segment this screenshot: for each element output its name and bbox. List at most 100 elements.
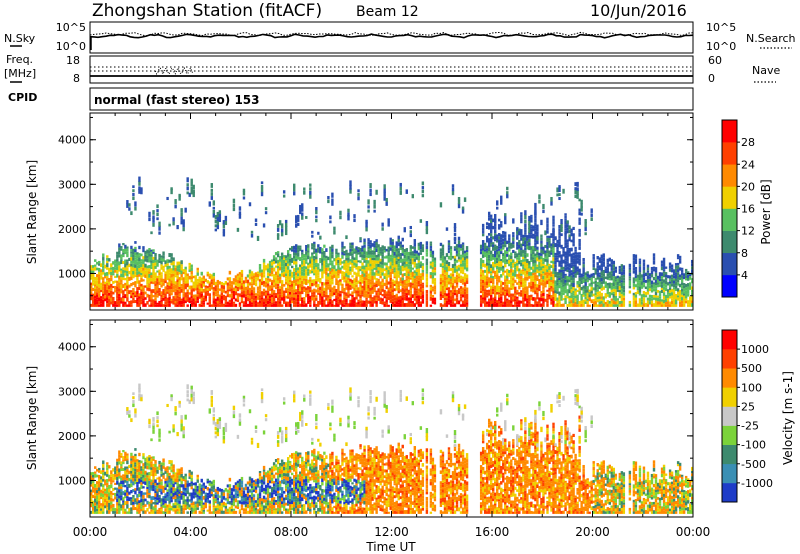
power-cell (494, 270, 497, 275)
power-cell (532, 266, 535, 270)
power-cell (136, 254, 139, 259)
power-cell (481, 283, 485, 286)
power-cell (140, 291, 143, 296)
power-cell (218, 288, 222, 291)
power-cell (98, 283, 101, 288)
power-cell (592, 275, 595, 279)
power-cell (536, 266, 539, 270)
power-cell (504, 301, 507, 305)
power-cell (568, 234, 571, 238)
velocity-cell (112, 503, 115, 508)
power-cell (160, 274, 163, 279)
power-cell (411, 283, 415, 286)
power-cell (238, 283, 242, 287)
power-cell (132, 185, 135, 189)
velocity-cell (118, 475, 121, 479)
power-cell (443, 276, 447, 281)
power-cell (345, 286, 348, 290)
power-cell (393, 251, 396, 256)
power-cell (542, 263, 545, 266)
power-cell (584, 285, 587, 290)
power-cell (118, 254, 121, 258)
power-cell (441, 270, 445, 274)
power-cell (572, 274, 575, 278)
power-cell (463, 289, 467, 292)
power-cell (636, 303, 640, 307)
power-cell (301, 254, 304, 259)
power-cell (309, 289, 312, 293)
power-cell (554, 286, 557, 291)
power-cell (345, 280, 348, 284)
power-cell (282, 269, 286, 272)
power-cell (459, 275, 463, 280)
power-cell (276, 227, 280, 232)
power-cell (347, 257, 350, 261)
power-cell (216, 300, 220, 304)
power-cell (212, 298, 216, 301)
power-cell (270, 285, 274, 289)
power-cell (327, 281, 330, 285)
power-cell (214, 294, 218, 297)
power-cell (608, 263, 611, 267)
power-cell (212, 289, 216, 292)
power-cell (628, 280, 632, 284)
power-cell (222, 298, 226, 301)
power-cell (552, 257, 555, 262)
power-cell (674, 297, 678, 300)
power-cell (538, 282, 541, 285)
power-cell (335, 274, 338, 279)
power-cell (632, 297, 636, 301)
power-cell (154, 275, 157, 279)
power-cell (506, 303, 509, 307)
power-cell (144, 270, 147, 275)
power-cell (429, 241, 433, 244)
power-cell (174, 288, 177, 292)
velocity-cell (100, 496, 103, 500)
power-cell (660, 260, 664, 264)
power-cell (222, 223, 226, 229)
power-cell (305, 216, 308, 219)
power-cell (313, 294, 316, 298)
power-cell (652, 266, 656, 269)
power-cell (295, 244, 298, 248)
power-cell (284, 281, 288, 285)
power-cell (280, 272, 284, 277)
power-cell (295, 258, 298, 262)
power-cell (268, 263, 272, 268)
power-cell (230, 298, 234, 302)
power-cell (538, 270, 541, 273)
power-cell (301, 299, 304, 304)
power-cell (536, 249, 539, 252)
power-cell (540, 262, 543, 267)
power-cell (540, 279, 543, 283)
power-cell (520, 250, 523, 254)
power-cell (672, 302, 676, 307)
power-cell (500, 251, 503, 255)
power-cell (463, 301, 467, 305)
power-cell (266, 266, 270, 269)
power-cell (449, 278, 453, 282)
power-cell (172, 217, 175, 222)
power-cell (214, 285, 218, 288)
power-cell (556, 275, 559, 279)
power-cell (650, 304, 654, 307)
power-cell (343, 304, 346, 307)
power-cell (500, 280, 503, 285)
power-cell (403, 285, 406, 290)
power-cell (162, 258, 165, 262)
power-cell (282, 259, 286, 264)
power-cell (413, 265, 417, 268)
power-cell (90, 282, 93, 286)
power-cell (498, 270, 501, 273)
power-cell (274, 301, 278, 304)
power-cell (106, 280, 109, 284)
power-cell (305, 247, 308, 252)
power-cell (449, 276, 453, 279)
power-cell (200, 284, 203, 288)
power-cell (329, 248, 332, 253)
power-cell (367, 249, 370, 252)
power-cell (232, 296, 236, 300)
velocity-cell (112, 507, 115, 511)
power-cell (184, 207, 187, 213)
power-cell (148, 281, 151, 284)
